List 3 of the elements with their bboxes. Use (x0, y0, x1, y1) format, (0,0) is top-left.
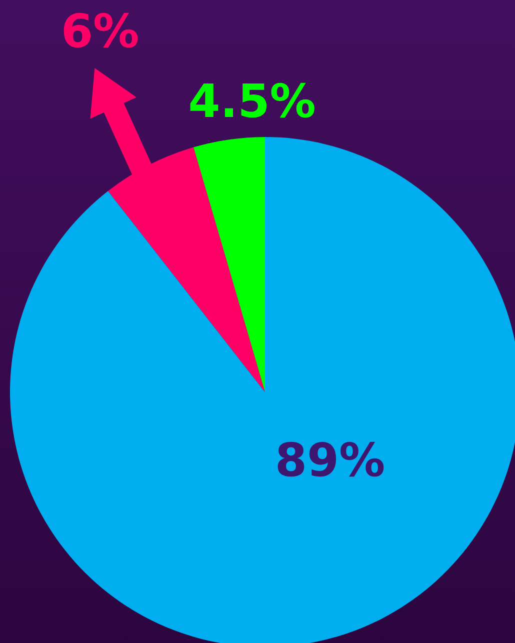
data-label: 89% (274, 433, 386, 487)
data-label: 6% (60, 4, 140, 58)
data-label: 4.5% (188, 74, 316, 128)
